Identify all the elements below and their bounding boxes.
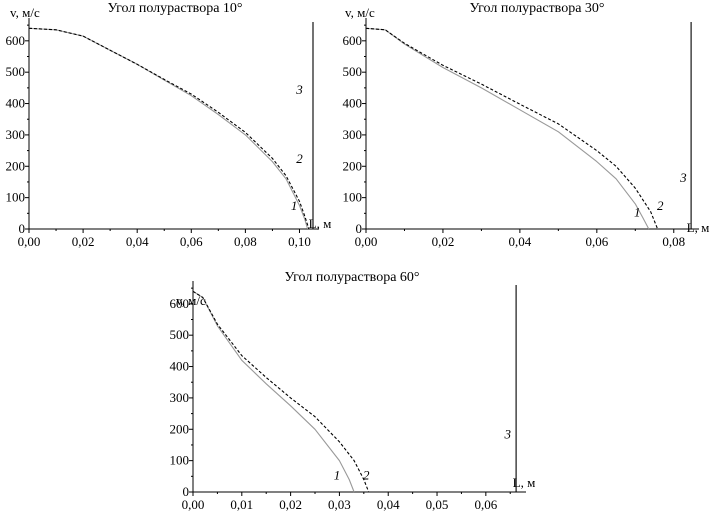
y-tick-label-1-0: 0 bbox=[356, 221, 363, 236]
series-2-line-1 bbox=[365, 27, 659, 230]
x-tick-label-2-0: 0,00 bbox=[182, 497, 205, 512]
x-tick-label-2-2: 0,02 bbox=[279, 497, 302, 512]
x-tick-label-0-5: 0,10 bbox=[288, 234, 311, 249]
x-tick-label-0-4: 0,08 bbox=[234, 234, 257, 249]
y-tick-label-2-1: 100 bbox=[170, 453, 190, 468]
x-tick-label-2-6: 0,06 bbox=[474, 497, 497, 512]
curve-label-1-1: 1 bbox=[634, 204, 641, 219]
y-tick-label-0-5: 500 bbox=[6, 64, 26, 79]
x-tick-label-2-5: 0,05 bbox=[426, 497, 449, 512]
chart-title-0: Угол полураствора 10° bbox=[107, 1, 242, 16]
curve-label-2-0: 2 bbox=[296, 151, 303, 166]
x-tick-label-1-3: 0,06 bbox=[585, 234, 608, 249]
y-axis-label-0: v, м/с bbox=[10, 5, 40, 20]
y-tick-label-2-4: 400 bbox=[170, 359, 190, 374]
y-tick-label-0-0: 0 bbox=[19, 221, 26, 236]
y-tick-label-2-0: 0 bbox=[183, 484, 190, 499]
x-tick-label-0-2: 0,04 bbox=[126, 234, 149, 249]
y-tick-label-0-6: 600 bbox=[6, 33, 26, 48]
x-axis-label-2: L, м bbox=[513, 475, 536, 490]
x-tick-label-2-1: 0,01 bbox=[230, 497, 253, 512]
x-tick-label-0-1: 0,02 bbox=[72, 234, 95, 249]
curve-label-3-2: 3 bbox=[504, 427, 512, 442]
y-tick-label-2-3: 300 bbox=[170, 390, 190, 405]
chart-title-2: Угол полураствора 60° bbox=[284, 270, 419, 285]
y-tick-label-1-4: 400 bbox=[343, 96, 363, 111]
y-tick-label-2-6: 600 bbox=[170, 296, 190, 311]
y-tick-label-2-5: 500 bbox=[170, 327, 190, 342]
series-1-line-2 bbox=[192, 290, 355, 493]
y-tick-label-0-1: 100 bbox=[6, 190, 26, 205]
x-tick-label-2-3: 0,03 bbox=[328, 497, 351, 512]
x-tick-label-1-1: 0,02 bbox=[432, 234, 455, 249]
y-tick-label-1-3: 300 bbox=[343, 127, 363, 142]
y-tick-label-1-6: 600 bbox=[343, 33, 363, 48]
series-2-line-0 bbox=[28, 27, 310, 230]
x-tick-label-1-4: 0,08 bbox=[662, 234, 685, 249]
curve-label-1-2: 1 bbox=[334, 467, 341, 482]
chart-title-1: Угол полураствора 30° bbox=[469, 1, 604, 16]
x-axis-label-0: L, м bbox=[309, 216, 332, 231]
x-tick-label-0-3: 0,06 bbox=[180, 234, 203, 249]
x-tick-label-1-2: 0,04 bbox=[509, 234, 532, 249]
y-tick-label-1-1: 100 bbox=[343, 190, 363, 205]
y-axis-label-1: v, м/с bbox=[345, 5, 375, 20]
curve-label-1-0: 1 bbox=[291, 198, 298, 213]
x-tick-label-2-4: 0,04 bbox=[377, 497, 400, 512]
x-tick-label-1-0: 0,00 bbox=[355, 234, 378, 249]
curve-label-3-0: 3 bbox=[295, 82, 303, 97]
curve-label-3-1: 3 bbox=[679, 170, 687, 185]
y-tick-label-2-2: 200 bbox=[170, 421, 190, 436]
x-tick-label-0-0: 0,00 bbox=[18, 234, 41, 249]
curve-label-2-1: 2 bbox=[657, 198, 664, 213]
y-axis-label-2: v, м/с bbox=[176, 293, 206, 308]
y-tick-label-0-2: 200 bbox=[6, 158, 26, 173]
series-1-line-0 bbox=[28, 27, 309, 230]
curve-label-2-2: 2 bbox=[363, 467, 370, 482]
y-tick-label-0-3: 300 bbox=[6, 127, 26, 142]
series-2-line-2 bbox=[192, 290, 370, 493]
y-tick-label-1-5: 500 bbox=[343, 64, 363, 79]
x-axis-label-1: L, м bbox=[687, 220, 710, 235]
y-tick-label-1-2: 200 bbox=[343, 158, 363, 173]
series-1-line-1 bbox=[365, 27, 650, 230]
y-tick-label-0-4: 400 bbox=[6, 96, 26, 111]
